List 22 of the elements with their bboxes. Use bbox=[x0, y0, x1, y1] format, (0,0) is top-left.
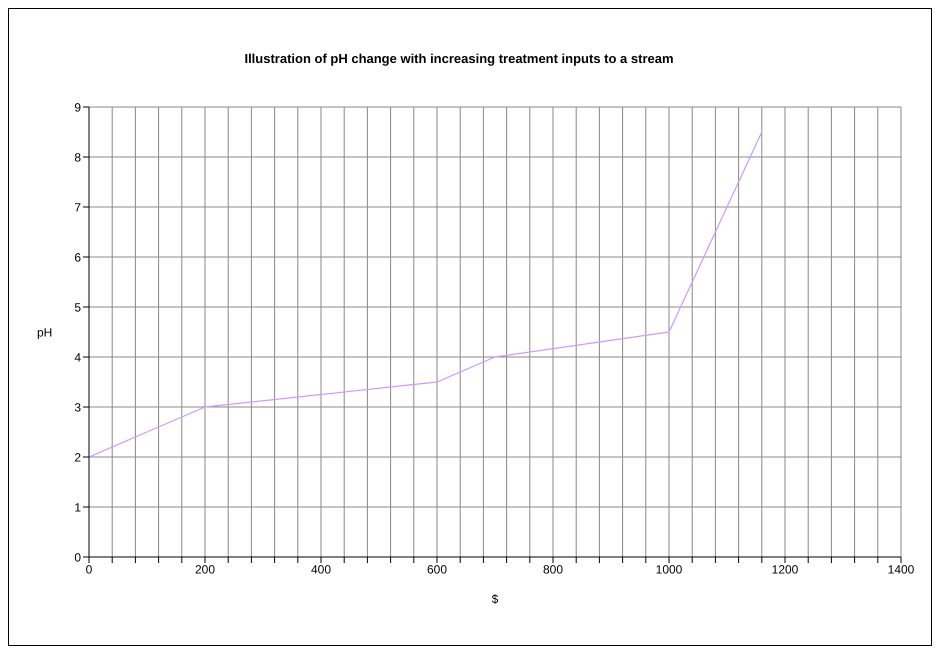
y-tick-label: 4 bbox=[74, 350, 82, 364]
y-tick-label: 6 bbox=[74, 250, 82, 264]
y-tick-label: 1 bbox=[74, 500, 82, 514]
x-tick-label: 1200 bbox=[772, 562, 799, 577]
x-tick-label: 800 bbox=[542, 562, 564, 577]
line-series bbox=[89, 131, 762, 458]
x-tick-label: 0 bbox=[86, 562, 93, 577]
y-tick-label: 9 bbox=[74, 100, 82, 114]
y-axis-title: pH bbox=[37, 325, 52, 340]
x-tick-label: 400 bbox=[310, 562, 332, 577]
y-tick-label: 3 bbox=[74, 400, 82, 414]
chart-title: Illustration of pH change with increasing treatment inputs to a stream bbox=[243, 51, 675, 66]
x-tick-label: 200 bbox=[194, 562, 216, 577]
y-tick-label: 2 bbox=[74, 450, 82, 464]
x-axis-title: $ bbox=[492, 592, 499, 606]
y-tick-label: 5 bbox=[74, 300, 82, 314]
x-tick-label: 1000 bbox=[656, 562, 683, 577]
y-tick-label: 7 bbox=[74, 200, 82, 214]
x-tick-label: 1400 bbox=[888, 562, 915, 577]
y-tick-label: 0 bbox=[74, 550, 82, 564]
y-tick-label: 8 bbox=[74, 150, 82, 164]
x-tick-label: 600 bbox=[426, 562, 448, 577]
